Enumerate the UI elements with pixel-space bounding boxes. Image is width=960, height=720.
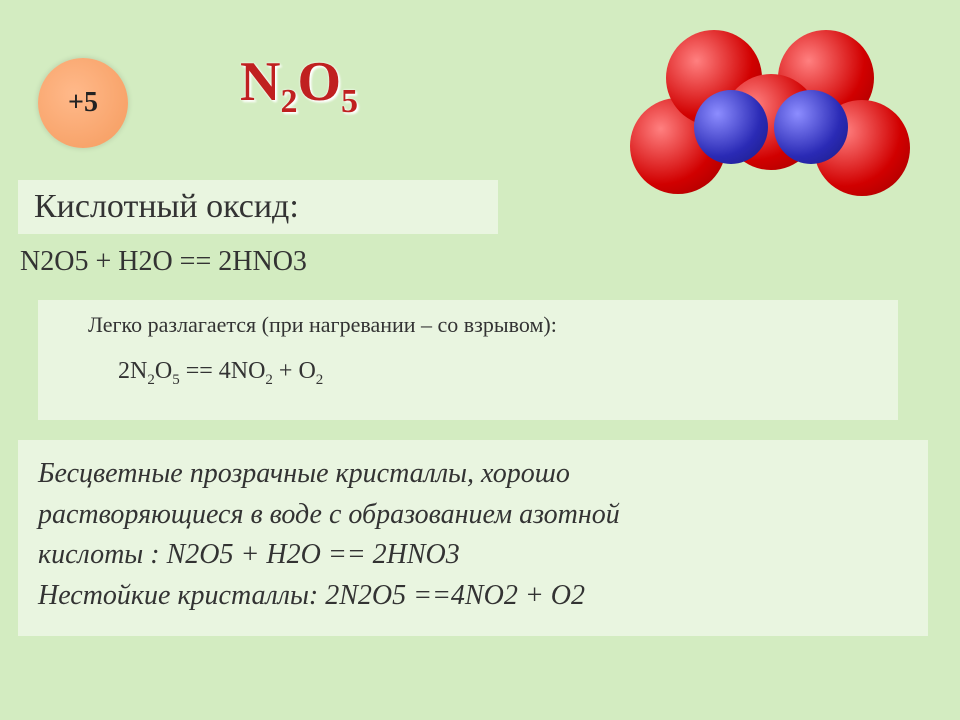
desc-line-2: растворяющиеся в воде с образованием азо… [38, 495, 908, 536]
oxidation-state-badge: +5 [38, 58, 128, 148]
molecule-model [630, 30, 910, 195]
desc-line-4: Нестойкие кристаллы: 2N2O5 ==4NO2 + O2 [38, 576, 908, 617]
oxide-type-heading: Кислотный оксид: [18, 180, 498, 234]
heading-text: Кислотный оксид: [34, 188, 299, 225]
description-box: Бесцветные прозрачные кристаллы, хорошо … [18, 440, 928, 636]
formula-title: N2O5 [240, 50, 358, 121]
eq1-text: N2O5 + H2O == 2HNO3 [20, 246, 307, 277]
nitrogen-atom [694, 90, 768, 164]
hydration-equation: N2O5 + H2O == 2HNO3 [20, 246, 307, 278]
desc-line-3: кислоты : N2O5 + H2O == 2HNO3 [38, 535, 908, 576]
decomp-caption: Легко разлагается (при нагревании – со в… [88, 312, 878, 338]
badge-text: +5 [68, 87, 98, 119]
nitrogen-atom [774, 90, 848, 164]
decomposition-box: Легко разлагается (при нагревании – со в… [38, 300, 898, 420]
decomp-equation: 2N2O5 == 4NO2 + O2 [118, 358, 878, 389]
desc-line-1: Бесцветные прозрачные кристаллы, хорошо [38, 454, 908, 495]
